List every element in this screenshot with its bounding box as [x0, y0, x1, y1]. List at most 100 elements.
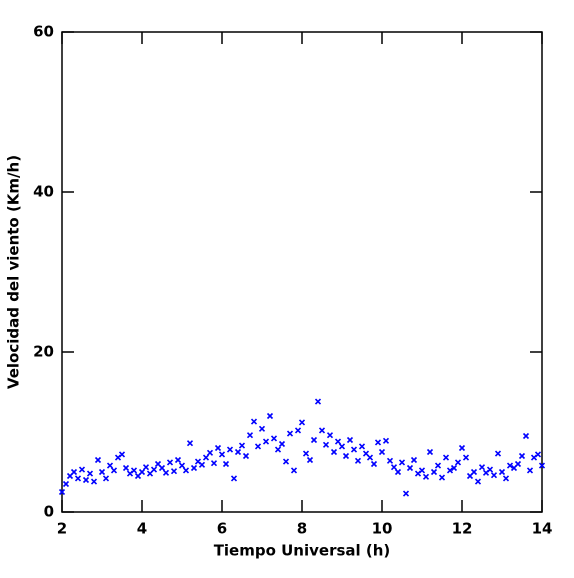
data-point: [86, 470, 94, 477]
data-point: [334, 438, 342, 445]
data-point: [218, 451, 226, 458]
data-point: [534, 451, 542, 458]
data-point: [458, 444, 466, 452]
data-point: [262, 438, 270, 445]
data-point: [346, 436, 354, 444]
data-point: [310, 436, 318, 444]
data-point: [330, 448, 338, 456]
data-point: [446, 467, 454, 474]
data-point: [246, 432, 254, 439]
data-point: [494, 450, 502, 457]
data-point: [306, 456, 314, 464]
data-point: [514, 460, 522, 468]
data-point: [454, 459, 462, 466]
data-point: [422, 473, 430, 480]
data-point: [282, 458, 290, 465]
x-tick-label: 6: [217, 520, 227, 538]
data-point: [206, 449, 214, 456]
data-point: [270, 435, 278, 442]
data-point: [190, 464, 198, 472]
data-point: [186, 440, 194, 447]
data-point: [430, 468, 438, 476]
data-point: [418, 467, 426, 474]
data-point: [406, 464, 414, 472]
data-point: [382, 437, 390, 444]
data-point: [94, 456, 102, 464]
data-point: [150, 466, 158, 473]
data-point: [234, 448, 242, 456]
x-axis-label: Tiempo Universal (h): [214, 542, 391, 560]
data-point: [302, 450, 310, 457]
data-point: [450, 464, 458, 472]
data-point: [442, 454, 450, 461]
data-point: [58, 488, 66, 496]
data-point: [182, 467, 190, 474]
data-point: [178, 462, 186, 469]
data-point: [74, 475, 82, 482]
data-point: [374, 439, 382, 446]
data-point: [342, 452, 350, 460]
data-point: [250, 418, 258, 425]
data-point: [490, 472, 498, 479]
data-point: [174, 456, 182, 464]
data-point: [290, 467, 298, 474]
data-point: [298, 419, 306, 426]
data-point: [138, 468, 146, 476]
data-point: [130, 467, 138, 474]
data-point: [478, 464, 486, 471]
y-tick-label: 0: [44, 503, 54, 521]
data-point: [110, 467, 118, 474]
data-point: [314, 398, 322, 405]
data-point: [238, 442, 246, 449]
y-axis-label: Velocidad del viento (Km/h): [5, 155, 23, 389]
data-point: [158, 464, 166, 472]
data-point: [378, 448, 386, 456]
data-point: [210, 460, 218, 467]
data-point: [474, 478, 482, 485]
data-point: [70, 468, 78, 476]
data-point: [470, 468, 478, 476]
data-point: [230, 475, 238, 482]
data-point: [354, 457, 362, 464]
data-point: [82, 476, 90, 484]
data-point: [214, 444, 222, 452]
data-point: [350, 446, 358, 453]
data-point: [90, 478, 98, 485]
data-point: [286, 430, 294, 437]
data-point: [338, 443, 346, 450]
data-point: [506, 462, 514, 469]
x-tick-label: 8: [297, 520, 307, 538]
data-point: [62, 480, 70, 488]
data-point: [486, 466, 494, 473]
data-point: [274, 446, 282, 453]
data-point: [398, 459, 406, 466]
data-point: [142, 464, 150, 471]
y-tick-label: 20: [33, 343, 54, 361]
data-point: [226, 446, 234, 453]
data-point: [370, 460, 378, 468]
data-point: [162, 469, 170, 476]
data-point: [518, 452, 526, 460]
data-point: [434, 462, 442, 469]
data-point: [386, 457, 394, 464]
data-point: [410, 456, 418, 464]
x-tick-label: 2: [57, 520, 67, 538]
data-point: [462, 454, 470, 461]
data-point: [278, 440, 286, 448]
data-point: [394, 468, 402, 476]
data-point: [198, 461, 206, 468]
data-point: [522, 432, 530, 440]
data-point: [294, 427, 302, 434]
data-point: [426, 448, 434, 456]
data-point: [78, 466, 86, 473]
data-point: [358, 443, 366, 450]
data-point: [390, 464, 398, 471]
data-point: [322, 441, 330, 448]
y-tick-label: 40: [33, 183, 54, 201]
data-point: [526, 467, 534, 474]
data-point: [242, 452, 250, 460]
data-point: [498, 468, 506, 476]
x-tick-label: 14: [532, 520, 553, 538]
data-point: [254, 443, 262, 450]
